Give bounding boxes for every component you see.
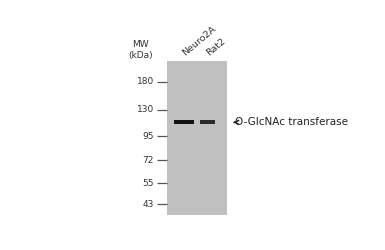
Text: 95: 95 — [142, 132, 154, 141]
Text: MW
(kDa): MW (kDa) — [128, 40, 153, 60]
Bar — [167, 61, 227, 215]
Text: O-GlcNAc transferase: O-GlcNAc transferase — [234, 117, 348, 127]
Bar — [174, 120, 194, 124]
Text: 55: 55 — [142, 179, 154, 188]
Text: 72: 72 — [143, 156, 154, 165]
Text: 43: 43 — [143, 200, 154, 209]
Text: 130: 130 — [137, 105, 154, 114]
Text: Neuro2A: Neuro2A — [181, 25, 218, 58]
Text: Rat2: Rat2 — [205, 37, 228, 58]
Text: 180: 180 — [137, 77, 154, 86]
Bar — [200, 120, 215, 124]
